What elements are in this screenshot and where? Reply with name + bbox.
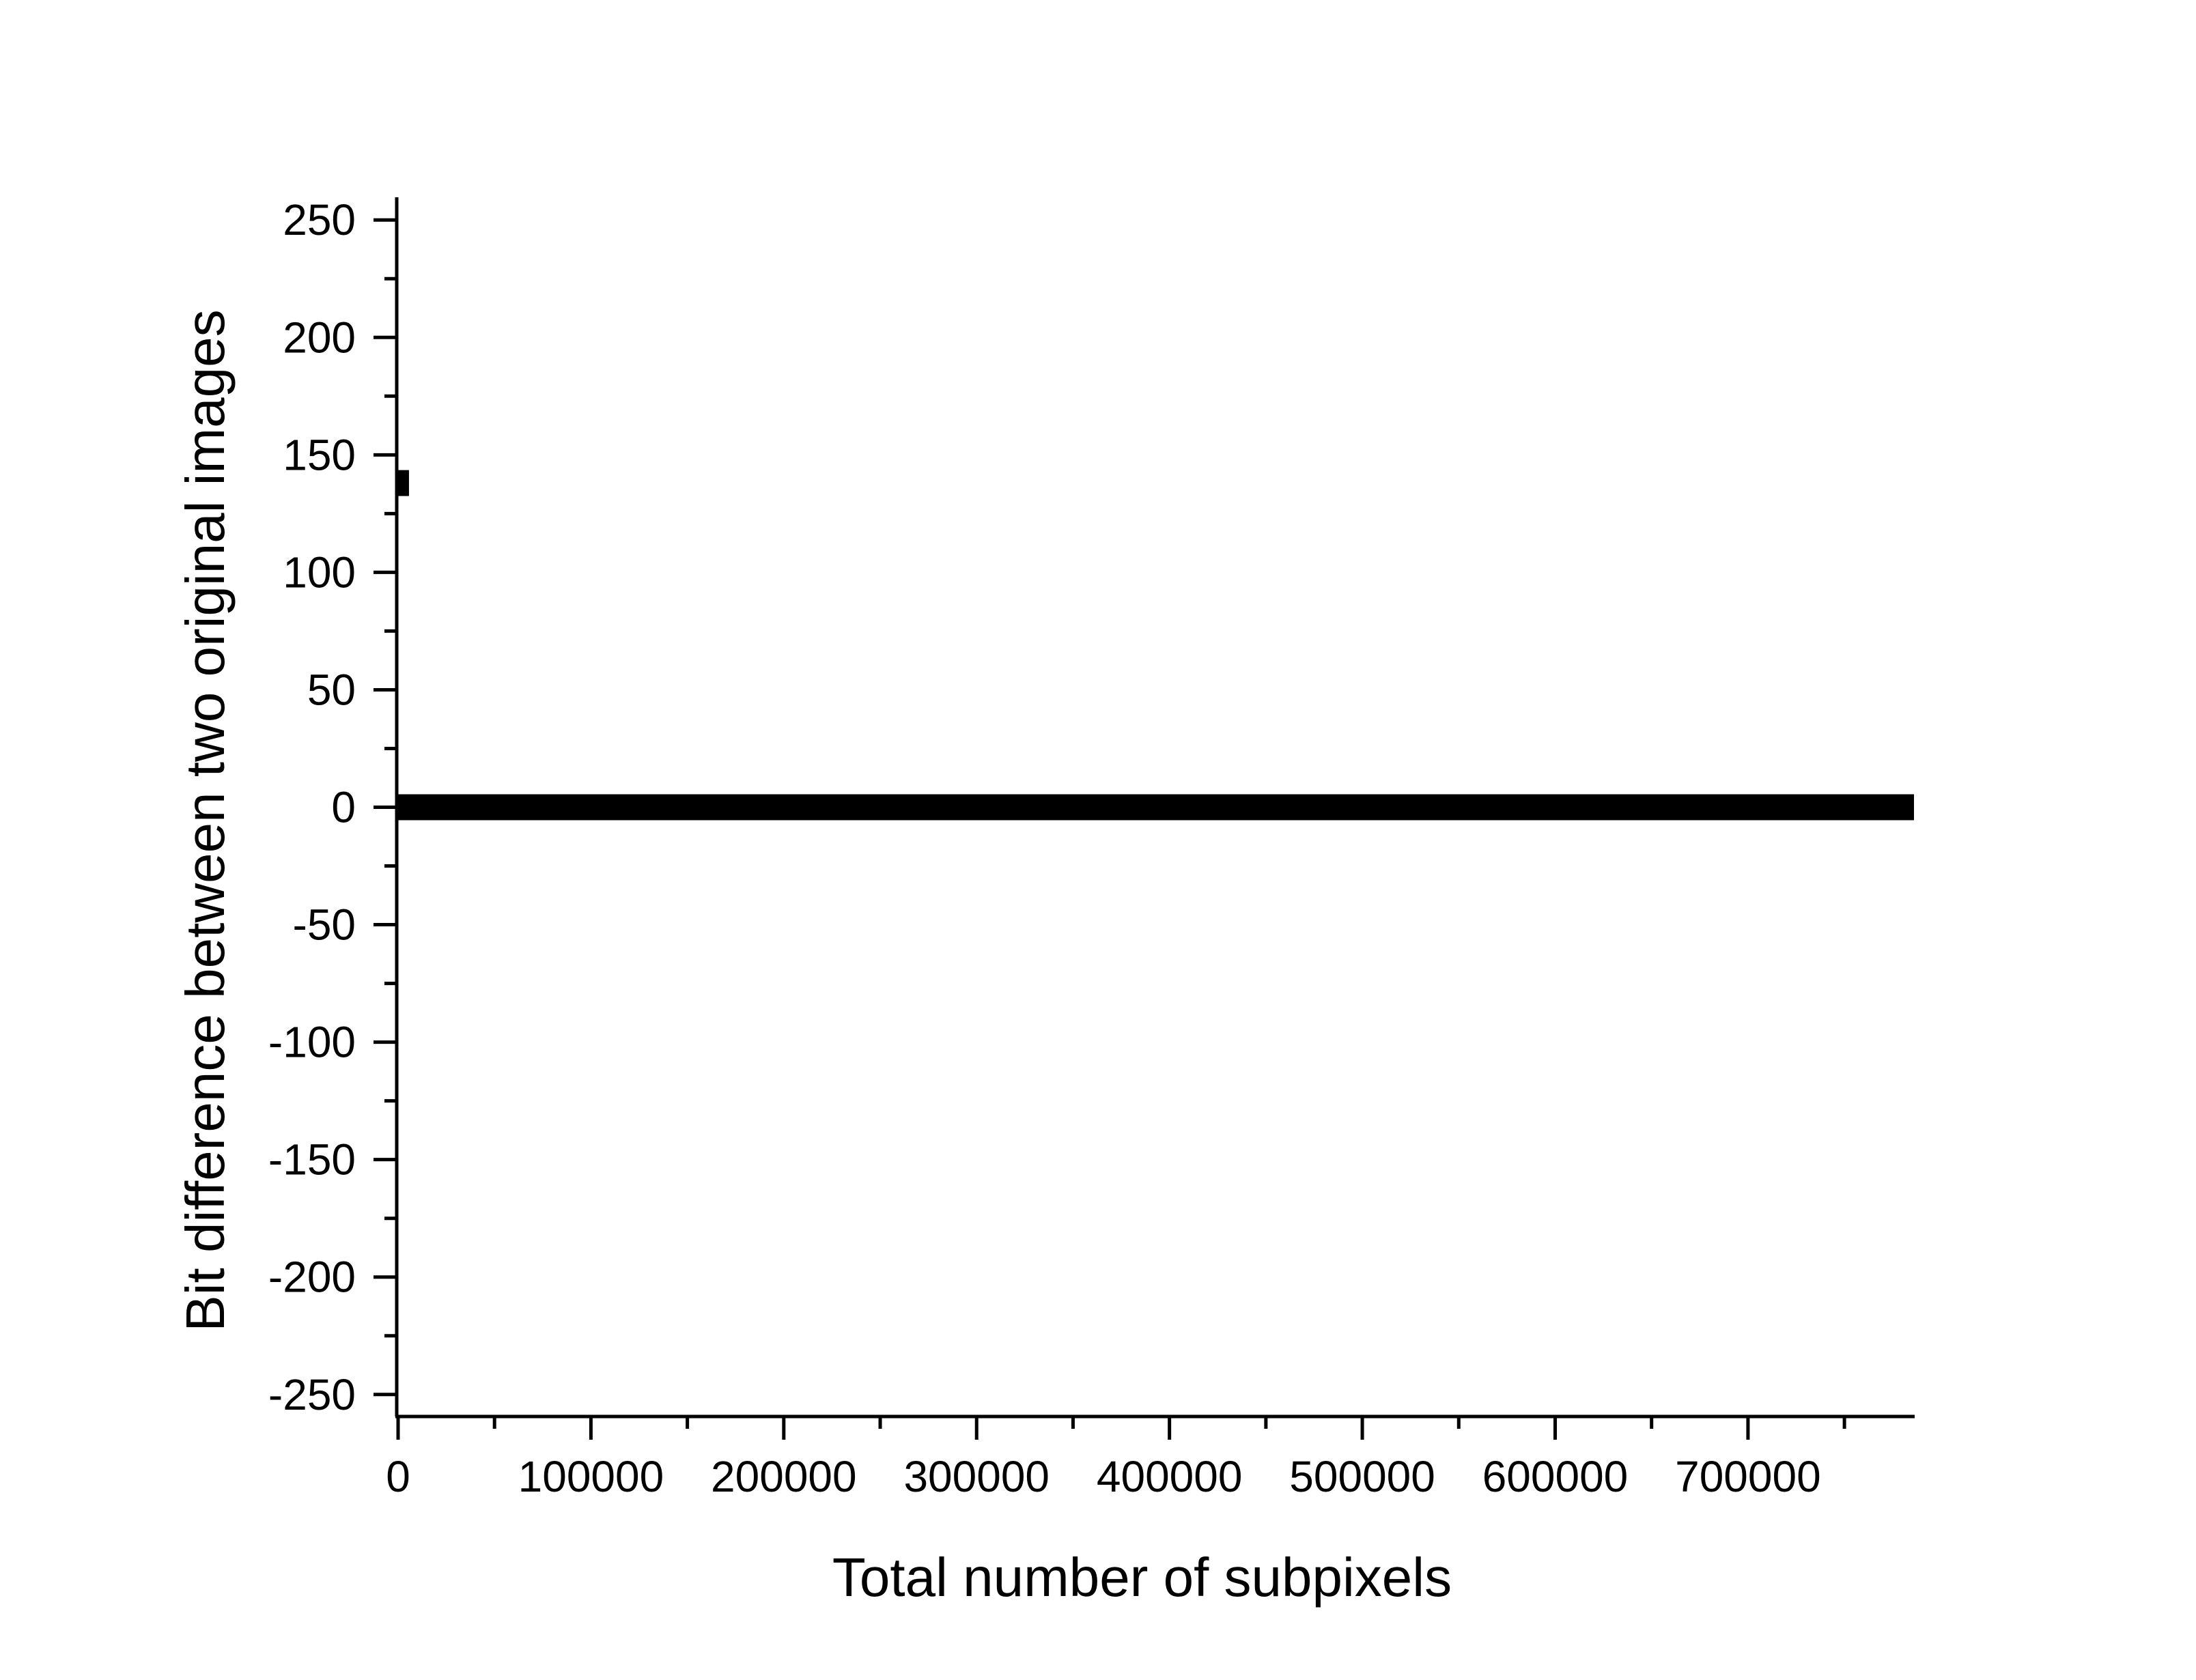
- y-tick-label: 50: [307, 665, 356, 714]
- x-tick-label: 200000: [711, 1452, 857, 1501]
- data-point-band: [397, 794, 1914, 821]
- x-axis-title: Total number of subpixels: [832, 1547, 1452, 1608]
- y-tick-label: 250: [283, 195, 356, 244]
- y-tick-label: 150: [283, 430, 356, 479]
- x-ticks: 0 100000 200000 300000 400000 500000 600000 700…: [386, 1416, 1846, 1501]
- y-tick-label: -200: [268, 1253, 356, 1302]
- x-tick-label: 0: [386, 1452, 410, 1501]
- y-tick-label: -150: [268, 1135, 356, 1184]
- y-tick-label: 200: [283, 313, 356, 362]
- x-tick-label: 100000: [518, 1452, 664, 1501]
- x-tick-label: 700000: [1675, 1452, 1821, 1501]
- y-tick-label: 0: [331, 783, 356, 832]
- y-tick-label: -100: [268, 1018, 356, 1067]
- data-marks: [397, 470, 1914, 821]
- x-tick-label: 500000: [1289, 1452, 1435, 1501]
- data-point-band: [397, 470, 409, 496]
- y-tick-label: -50: [293, 900, 356, 950]
- x-tick-label: 600000: [1482, 1452, 1629, 1501]
- y-ticks: 250 200 150 100 50 0 -50 -100 -150 -200 -250: [268, 195, 397, 1419]
- y-axis-title: Bit difference between two original imag…: [175, 309, 236, 1331]
- y-tick-label: -250: [268, 1370, 356, 1419]
- y-tick-label: 100: [283, 547, 356, 597]
- x-tick-label: 400000: [1097, 1452, 1243, 1501]
- x-tick-label: 300000: [903, 1452, 1050, 1501]
